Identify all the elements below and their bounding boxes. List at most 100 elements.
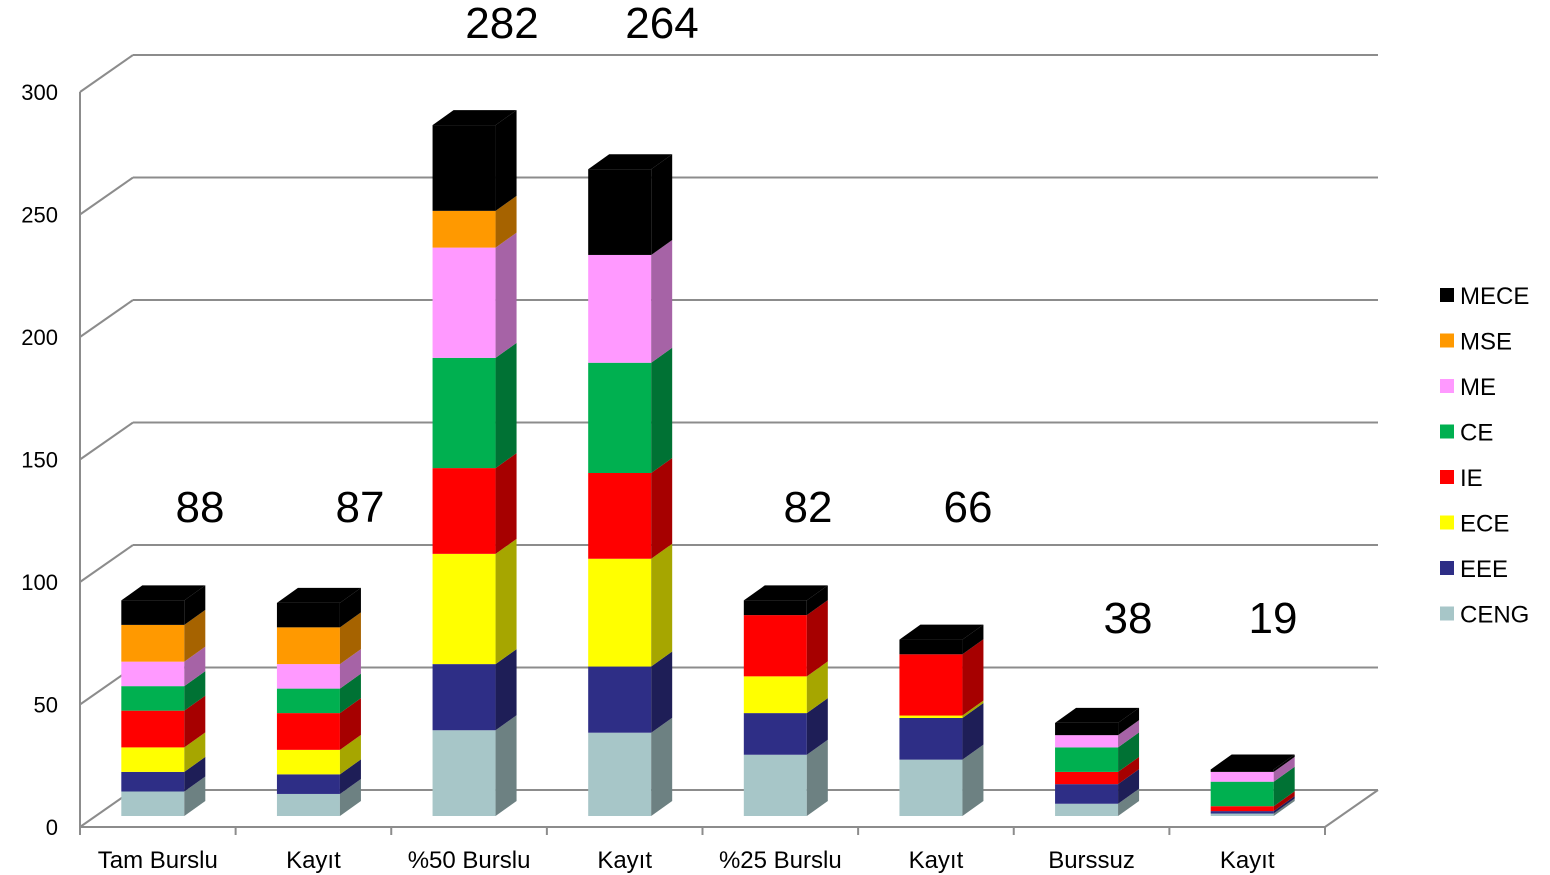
bar-segment-eee <box>899 718 963 760</box>
bar-top-face <box>432 110 517 126</box>
bar-segment-eee <box>588 666 652 733</box>
bar-stack <box>743 585 828 816</box>
legend-label: CE <box>1460 420 1493 447</box>
bar-segment-side <box>184 732 206 772</box>
bar-segment-side <box>339 587 361 628</box>
category-label: Burssuz <box>1048 847 1135 874</box>
bar-segment-mece <box>1210 769 1274 772</box>
bar-segment-side <box>806 698 828 755</box>
bar-segment-side <box>1118 756 1140 785</box>
bar-segment-side <box>806 585 828 616</box>
bar-segment-side <box>1273 756 1295 782</box>
bar-segment-ece <box>899 715 963 718</box>
bar-segment-side <box>1118 769 1140 804</box>
bar-segment-side <box>495 342 517 469</box>
bar-segment-side <box>1118 788 1140 816</box>
category-label: %50 Burslu <box>408 847 531 874</box>
total-label: 88 <box>176 483 225 532</box>
bar-segment-side <box>1273 754 1295 772</box>
side-wall-gridline <box>79 54 134 93</box>
bar-segment-mece <box>588 169 652 255</box>
bar-segment-ceng <box>432 730 496 816</box>
bar-segment-side <box>184 609 206 662</box>
bar-segment-ece <box>121 747 185 772</box>
bar-segment-ceng <box>743 754 807 816</box>
legend-item: EEE <box>1440 556 1508 583</box>
legend-swatch <box>1440 561 1454 575</box>
bar-segment-ce <box>276 688 340 714</box>
bar-top-face <box>121 585 206 601</box>
bar-segment-side <box>495 110 517 211</box>
bar-segment-ie <box>1055 771 1119 785</box>
total-label: 264 <box>625 0 698 48</box>
bar-segment-me <box>276 664 340 689</box>
bar-segment-ie <box>743 615 807 677</box>
bar-segment-mse <box>276 627 340 665</box>
legend-swatch <box>1440 515 1454 530</box>
bar-top-face <box>588 154 673 170</box>
bar-segment-side <box>1273 766 1295 807</box>
bar-segment-mse <box>432 210 496 248</box>
bar-segment-side <box>1118 720 1140 748</box>
legend-swatch <box>1440 424 1454 439</box>
bar-segment-ce <box>1210 781 1274 807</box>
bar-segment-eee <box>743 713 807 755</box>
legend-label: MECE <box>1460 283 1529 310</box>
category-label: Kayıt <box>909 847 964 874</box>
total-label: 19 <box>1249 594 1298 643</box>
category-label: Kayıt <box>597 847 652 874</box>
side-wall-gridline <box>79 544 134 583</box>
bar-segment-side <box>339 698 361 750</box>
bar-segment-side <box>339 649 361 689</box>
bar-segment-side <box>651 717 673 816</box>
bar-segment-side <box>495 453 517 554</box>
bar-segment-side <box>651 239 673 363</box>
bar-segment-ceng <box>276 793 340 816</box>
bar-top-face <box>1055 707 1140 723</box>
bar-segment-ce <box>432 357 496 469</box>
bar-segment-me <box>1210 771 1274 782</box>
legend-item: CENG <box>1440 602 1529 629</box>
bar-segment-ce <box>588 362 652 473</box>
bar-segment-side <box>495 195 517 248</box>
y-tick-label: 250 <box>21 203 58 228</box>
floor-right-edge <box>1324 789 1379 828</box>
side-wall-gridline <box>79 176 134 216</box>
bar-segment-me <box>121 661 185 687</box>
bar-segment-ie <box>432 468 496 554</box>
bar-segment-side <box>184 646 206 687</box>
bar-segment-ie <box>1210 806 1274 812</box>
bar-segment-side <box>184 756 206 792</box>
bar-top-face <box>276 587 361 603</box>
legend-item: CE <box>1440 420 1493 447</box>
bar-segment-ie <box>588 473 652 559</box>
category-label: Kayıt <box>286 847 341 874</box>
bar-segment-ce <box>1055 747 1119 772</box>
bar-segment-eee <box>1055 784 1119 804</box>
bar-segment-side <box>495 715 517 816</box>
bar-segment-ie <box>121 710 185 748</box>
bar-segment-me <box>432 247 496 358</box>
legend-label: CENG <box>1460 602 1529 629</box>
y-tick-label: 100 <box>21 570 58 595</box>
bar-top-face <box>1210 754 1295 770</box>
bar-segment-side <box>962 624 984 655</box>
bar-segment-side <box>651 347 673 473</box>
bar-top-face <box>743 585 828 601</box>
bar-segment-ceng <box>1210 813 1274 816</box>
total-label: 38 <box>1104 594 1153 643</box>
legend-swatch <box>1440 288 1454 302</box>
bar-segment-side <box>495 232 517 358</box>
chart-walls <box>79 54 1379 835</box>
bar-segment-side <box>339 778 361 816</box>
legend-item: MSE <box>1440 329 1512 356</box>
bar-segment-side <box>1273 791 1295 812</box>
bar-stack <box>276 587 361 816</box>
bar-stack <box>432 110 517 816</box>
bar-segment-side <box>1273 796 1295 814</box>
y-tick-label: 200 <box>21 325 58 350</box>
bar-segment-side <box>339 612 361 665</box>
